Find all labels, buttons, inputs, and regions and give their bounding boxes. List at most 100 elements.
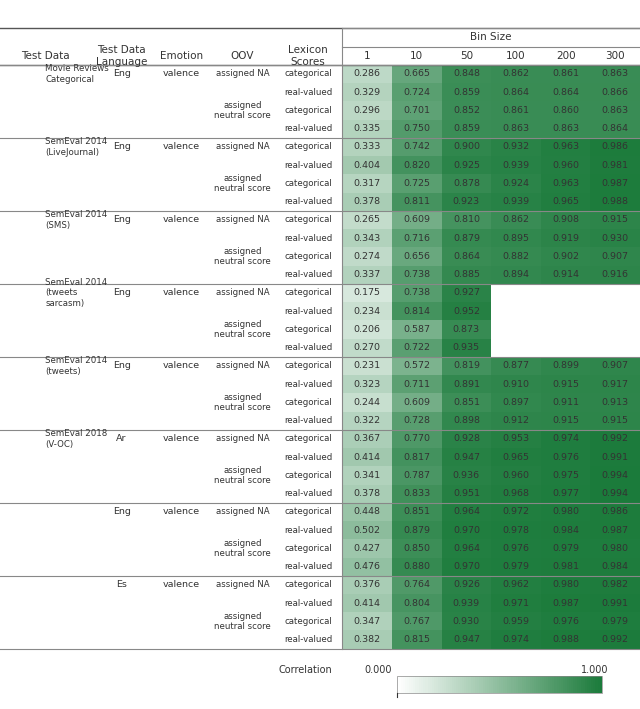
Text: assigned NA: assigned NA — [216, 581, 269, 589]
Text: assigned NA: assigned NA — [216, 362, 269, 370]
FancyBboxPatch shape — [591, 247, 640, 266]
Text: 0.335: 0.335 — [353, 124, 381, 133]
Text: assigned
neutral score: assigned neutral score — [214, 393, 271, 412]
FancyBboxPatch shape — [442, 448, 492, 467]
FancyBboxPatch shape — [475, 676, 477, 693]
Text: 0.935: 0.935 — [453, 343, 480, 352]
Text: Correlation: Correlation — [278, 665, 332, 675]
FancyBboxPatch shape — [342, 393, 392, 411]
Text: 0.274: 0.274 — [354, 252, 381, 261]
Text: 0.414: 0.414 — [354, 598, 381, 608]
Text: 0.930: 0.930 — [453, 617, 480, 626]
FancyBboxPatch shape — [541, 174, 591, 193]
FancyBboxPatch shape — [591, 83, 640, 101]
FancyBboxPatch shape — [492, 266, 541, 284]
Text: 0.976: 0.976 — [502, 544, 529, 553]
Text: 0.936: 0.936 — [453, 471, 480, 480]
FancyBboxPatch shape — [392, 266, 442, 284]
FancyBboxPatch shape — [541, 284, 591, 302]
Text: 0.711: 0.711 — [403, 379, 430, 389]
Text: 0.833: 0.833 — [403, 489, 431, 498]
Text: 0.986: 0.986 — [602, 143, 628, 152]
Text: assigned
neutral score: assigned neutral score — [214, 466, 271, 485]
Text: real-valued: real-valued — [284, 161, 332, 169]
FancyBboxPatch shape — [591, 484, 640, 503]
FancyBboxPatch shape — [541, 83, 591, 101]
FancyBboxPatch shape — [591, 266, 640, 284]
Text: 0.978: 0.978 — [502, 525, 529, 535]
FancyBboxPatch shape — [405, 676, 407, 693]
Text: assigned
neutral score: assigned neutral score — [214, 247, 271, 266]
FancyBboxPatch shape — [419, 676, 421, 693]
FancyBboxPatch shape — [442, 557, 492, 576]
FancyBboxPatch shape — [456, 676, 458, 693]
FancyBboxPatch shape — [392, 284, 442, 302]
FancyBboxPatch shape — [581, 676, 583, 693]
FancyBboxPatch shape — [541, 503, 591, 521]
FancyBboxPatch shape — [591, 375, 640, 393]
FancyBboxPatch shape — [492, 156, 541, 174]
Text: 0.343: 0.343 — [353, 234, 381, 242]
FancyBboxPatch shape — [442, 138, 492, 156]
Text: 0.964: 0.964 — [453, 544, 480, 553]
Text: 0.852: 0.852 — [453, 106, 480, 115]
Text: categorical: categorical — [284, 216, 332, 225]
Text: 0.817: 0.817 — [403, 452, 430, 462]
Text: 0.980: 0.980 — [552, 508, 579, 516]
FancyBboxPatch shape — [541, 467, 591, 484]
FancyBboxPatch shape — [392, 339, 442, 357]
Text: categorical: categorical — [284, 581, 332, 589]
FancyBboxPatch shape — [442, 320, 492, 339]
FancyBboxPatch shape — [438, 676, 440, 693]
FancyBboxPatch shape — [392, 193, 442, 211]
Text: Eng: Eng — [113, 362, 131, 370]
FancyBboxPatch shape — [409, 676, 411, 693]
FancyBboxPatch shape — [342, 229, 392, 247]
FancyBboxPatch shape — [342, 120, 392, 138]
Text: 0.341: 0.341 — [354, 471, 381, 480]
FancyBboxPatch shape — [492, 375, 541, 393]
FancyBboxPatch shape — [491, 676, 493, 693]
Text: Eng: Eng — [113, 508, 131, 516]
Text: real-valued: real-valued — [284, 416, 332, 425]
Text: assigned
neutral score: assigned neutral score — [214, 612, 271, 631]
Text: 0.965: 0.965 — [552, 197, 579, 206]
FancyBboxPatch shape — [434, 676, 436, 693]
FancyBboxPatch shape — [589, 676, 591, 693]
Text: real-valued: real-valued — [284, 197, 332, 206]
FancyBboxPatch shape — [526, 676, 528, 693]
FancyBboxPatch shape — [591, 557, 640, 576]
FancyBboxPatch shape — [591, 120, 640, 138]
Text: OOV: OOV — [231, 51, 254, 61]
Text: Bin Size: Bin Size — [470, 33, 512, 43]
Text: 0.915: 0.915 — [602, 216, 628, 225]
Text: 0.915: 0.915 — [602, 416, 628, 425]
FancyBboxPatch shape — [342, 174, 392, 193]
FancyBboxPatch shape — [573, 676, 575, 693]
FancyBboxPatch shape — [442, 540, 492, 557]
FancyBboxPatch shape — [591, 320, 640, 339]
FancyBboxPatch shape — [541, 156, 591, 174]
FancyBboxPatch shape — [577, 676, 579, 693]
FancyBboxPatch shape — [575, 676, 577, 693]
Text: 0.915: 0.915 — [552, 379, 579, 389]
Text: real-valued: real-valued — [284, 124, 332, 133]
Text: SemEval 2014
(tweets): SemEval 2014 (tweets) — [45, 356, 108, 376]
Text: 0.939: 0.939 — [453, 598, 480, 608]
FancyBboxPatch shape — [442, 83, 492, 101]
FancyBboxPatch shape — [492, 174, 541, 193]
FancyBboxPatch shape — [392, 393, 442, 411]
Text: assigned NA: assigned NA — [216, 435, 269, 443]
FancyBboxPatch shape — [472, 676, 475, 693]
Text: 0.742: 0.742 — [403, 143, 430, 152]
Text: 0.951: 0.951 — [453, 489, 480, 498]
FancyBboxPatch shape — [492, 557, 541, 576]
FancyBboxPatch shape — [481, 676, 483, 693]
Text: 1.000: 1.000 — [580, 665, 608, 675]
Text: 0.910: 0.910 — [502, 379, 529, 389]
FancyBboxPatch shape — [541, 576, 591, 594]
FancyBboxPatch shape — [564, 676, 567, 693]
FancyBboxPatch shape — [446, 676, 448, 693]
FancyBboxPatch shape — [585, 676, 588, 693]
FancyBboxPatch shape — [501, 676, 503, 693]
